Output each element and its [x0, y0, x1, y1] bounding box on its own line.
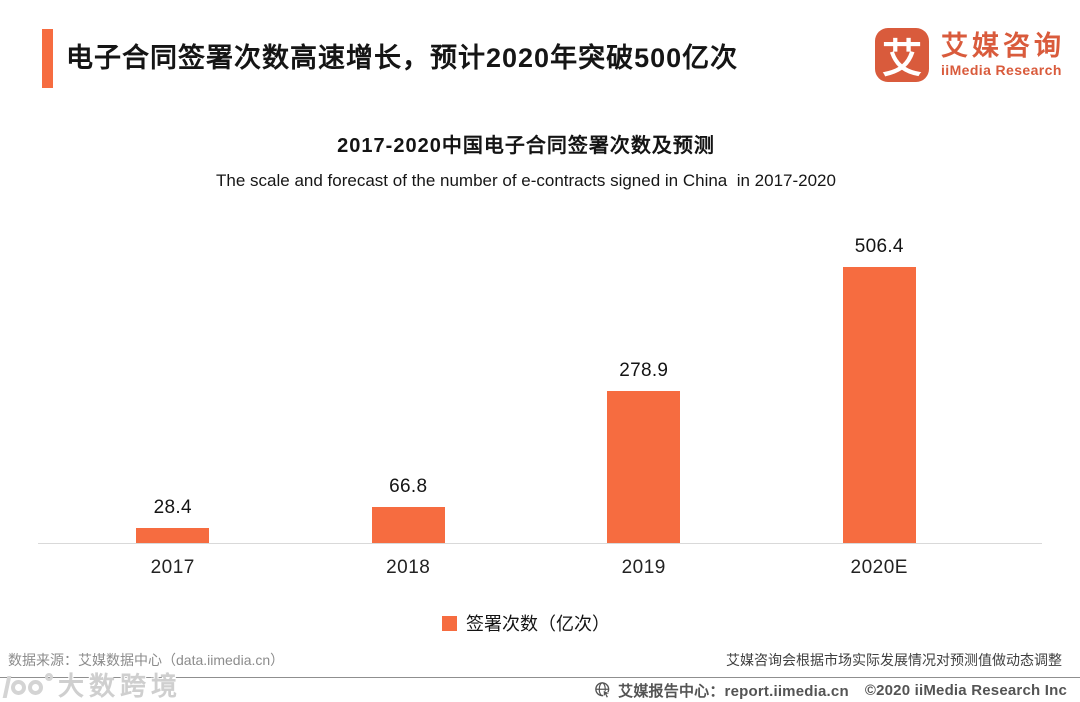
report-center-item: 艾媒报告中心：report.iimedia.cn [594, 680, 849, 701]
bar-value-label: 66.8 [389, 476, 428, 497]
bar [607, 391, 681, 543]
chart-legend: 签署次数（亿次） [55, 610, 997, 636]
data-source-note: 数据来源：艾媒数据中心（data.iimedia.cn） [8, 652, 285, 668]
watermark-logo-icon [2, 672, 53, 698]
page-title: 电子合同签署次数高速增长，预计2020年突破500亿次 [66, 43, 739, 73]
logo-name-cn: 艾媒咨询 [941, 31, 1065, 61]
notes-row: 数据来源：艾媒数据中心（data.iimedia.cn） 艾媒咨询会根据市场实际… [8, 650, 1062, 670]
bar-value-label: 278.9 [619, 360, 669, 381]
bar-value-label: 506.4 [854, 236, 904, 257]
bar-value-label: 28.4 [153, 497, 192, 518]
x-axis-line [38, 543, 1042, 544]
bar-chart-plot-area: 28.4 66.8 278.9 506.4 [55, 220, 997, 543]
logo-name-en: iiMedia Research [941, 62, 1062, 78]
legend-swatch-icon [442, 615, 457, 631]
x-axis-labels: 2017 2018 2019 2020E [55, 557, 997, 579]
chart-subtitle: The scale and forecast of the number of … [216, 171, 836, 190]
footer-separator-line [0, 677, 1080, 678]
header-accent-bar [42, 29, 53, 88]
legend-label: 签署次数（亿次） [466, 614, 610, 634]
logo-text: 艾媒咨询 iiMedia Research [941, 31, 1065, 79]
bar-group-2018: 66.8 [291, 220, 527, 543]
copyright-text: ©2020 iiMedia Research Inc [864, 681, 1067, 699]
report-center-text: 艾媒报告中心：report.iimedia.cn [618, 682, 849, 700]
logo-glyph: 艾 [882, 37, 922, 81]
iimedia-logo: 艾 艾媒咨询 iiMedia Research [875, 28, 1065, 82]
x-axis-label: 2018 [386, 557, 431, 578]
globe-cursor-icon [594, 681, 612, 699]
bar-group-2017: 28.4 [55, 220, 291, 543]
forecast-disclaimer-note: 艾媒咨询会根据市场实际发展情况对预测值做动态调整 [726, 652, 1062, 668]
chart-title: 2017-2020中国电子合同签署次数及预测 [337, 135, 715, 157]
bar [136, 528, 210, 543]
watermark: 大数跨境 [2, 666, 183, 702]
bar [371, 507, 445, 543]
x-axis-label: 2020E [850, 557, 908, 578]
bar-group-2020E: 506.4 [762, 220, 998, 543]
x-axis-label: 2019 [621, 557, 666, 578]
watermark-text: 大数跨境 [58, 671, 183, 701]
iimedia-logo-icon: 艾 [875, 28, 929, 82]
x-axis-label: 2017 [150, 557, 195, 578]
bar-group-2019: 278.9 [526, 220, 762, 543]
footer-bar: 艾媒报告中心：report.iimedia.cn ©2020 iiMedia R… [0, 678, 1080, 702]
bar [842, 267, 916, 543]
